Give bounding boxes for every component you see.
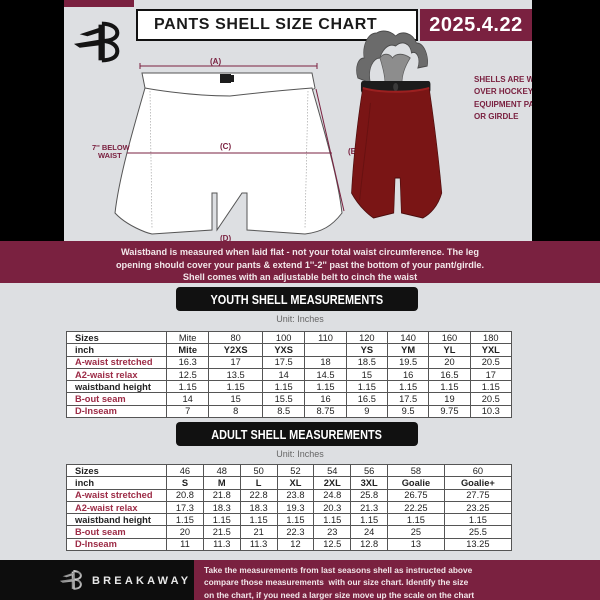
svg-text:WAIST: WAIST	[98, 151, 122, 160]
svg-text:(C): (C)	[220, 142, 231, 151]
svg-text:(A): (A)	[210, 58, 221, 66]
